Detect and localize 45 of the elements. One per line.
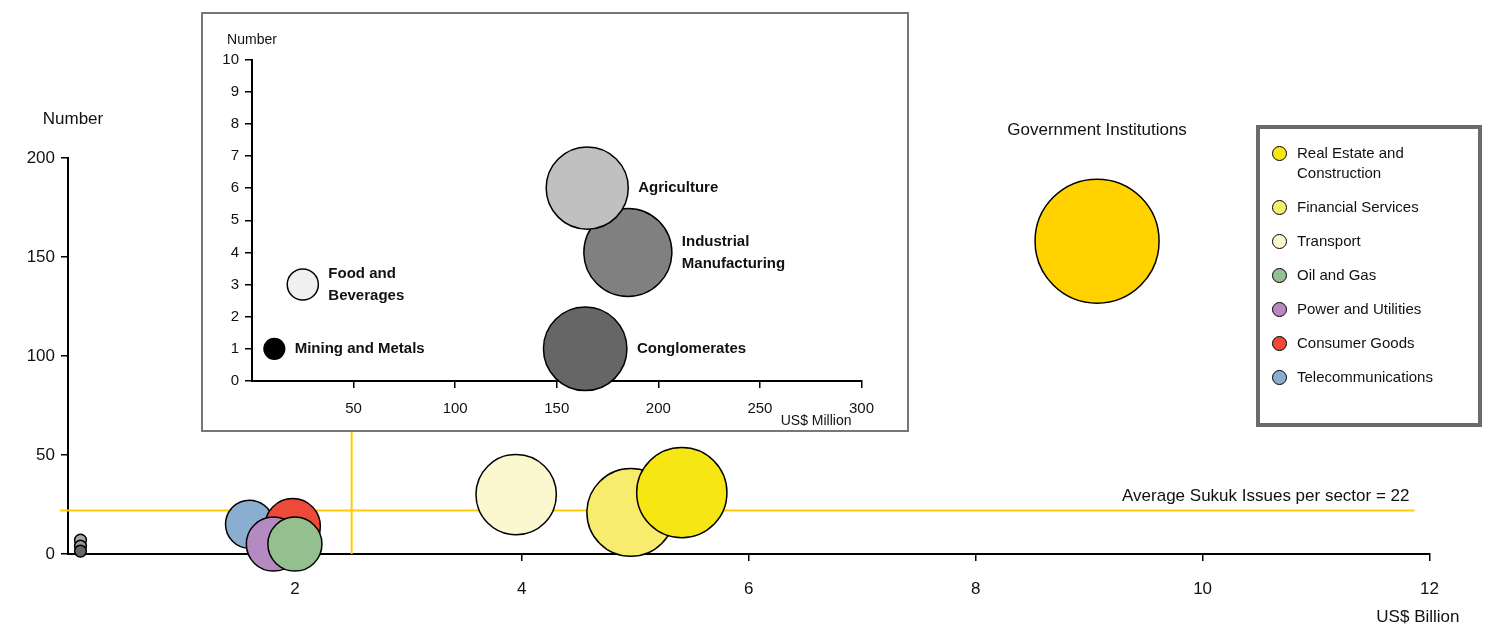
x-tick-label: 8 <box>970 578 981 598</box>
y-tick-label: 0 <box>45 543 55 563</box>
y-tick-label: 4 <box>230 242 239 260</box>
x-tick-label: 6 <box>744 578 754 598</box>
y-axis-title: Number <box>227 31 278 48</box>
legend-label: Real Estate and Construction <box>1297 143 1405 183</box>
annotation: Mining and Metals <box>294 338 425 356</box>
annotation: Conglomerates <box>636 338 747 356</box>
ref-line-label: Average Sukuk Issues per sector = 22 <box>1122 485 1410 505</box>
legend-label: Financial Services <box>1297 197 1419 217</box>
legend-label: Oil and Gas <box>1297 265 1377 285</box>
y-tick-label: 9 <box>230 81 239 99</box>
annotation: Agriculture <box>638 178 719 196</box>
y-tick-label: 100 <box>26 345 55 365</box>
x-tick-label: 250 <box>747 399 773 417</box>
x-tick-label: 300 <box>848 399 875 417</box>
y-tick-label: 10 <box>222 49 239 67</box>
y-tick-label: 200 <box>26 147 55 167</box>
y-tick-label: 6 <box>230 178 239 196</box>
annotation: Industrial Manufacturing <box>681 231 786 271</box>
y-axis-title: Number <box>42 109 104 129</box>
y-tick-label: 7 <box>230 146 239 164</box>
x-tick-label: 4 <box>517 578 527 598</box>
y-tick-label: 2 <box>230 306 239 324</box>
legend-label: Telecommunications <box>1297 367 1433 387</box>
legend-label: Consumer Goods <box>1297 333 1415 353</box>
legend-label: Transport <box>1297 231 1361 251</box>
x-tick-label: 10 <box>1193 578 1213 598</box>
legend-label: Power and Utilities <box>1297 299 1422 319</box>
y-tick-label: 0 <box>230 371 239 389</box>
y-tick-label: 1 <box>230 338 239 356</box>
x-tick-label: 200 <box>645 399 671 417</box>
x-tick-label: 50 <box>345 399 362 417</box>
x-tick-label: 2 <box>290 578 300 598</box>
y-tick-label: 50 <box>36 444 55 464</box>
x-tick-label: 150 <box>544 399 570 417</box>
x-axis-title: US$ Billion <box>1376 607 1460 627</box>
y-tick-label: 3 <box>230 274 239 292</box>
text: Government Institutions <box>1007 120 1187 140</box>
y-tick-label: 8 <box>230 113 239 131</box>
x-tick-label: 100 <box>442 399 468 417</box>
x-tick-label: 12 <box>1420 578 1439 598</box>
y-tick-label: 5 <box>230 210 239 228</box>
annotation: Food and Beverages <box>328 263 405 303</box>
y-tick-label: 150 <box>26 246 55 266</box>
